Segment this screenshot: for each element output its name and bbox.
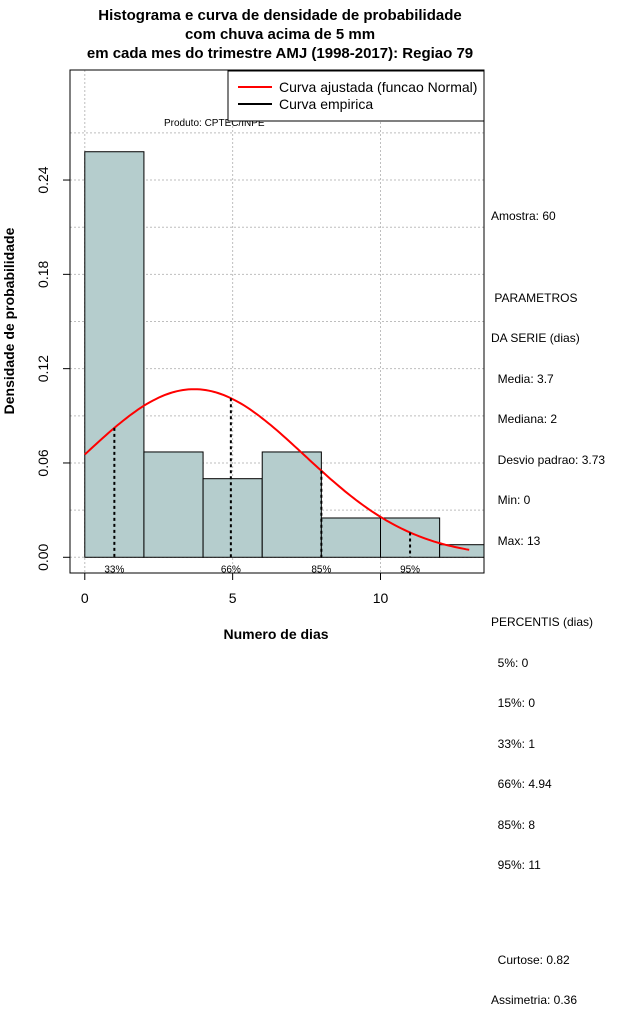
percentile-label-0: 33%	[104, 564, 124, 575]
sample-size: Amostra: 60	[491, 209, 556, 223]
product-label: Produto: CPTEC/INPE	[164, 118, 265, 129]
title-line-1: Histograma e curva de densidade de proba…	[98, 7, 462, 24]
normal-curve-line	[84, 388, 470, 551]
chart-title: Histograma e curva de densidade de proba…	[0, 6, 560, 63]
percentile-label-1: 66%	[221, 564, 241, 575]
histogram-bar-4	[320, 517, 382, 558]
stats-panel: Amostra: 60 PARAMETROS DA SERIE (dias) M…	[491, 183, 605, 1021]
x-tick-label-1: 5	[229, 590, 237, 606]
x-tick-label-0: 0	[81, 590, 89, 606]
histogram-bar-1	[143, 451, 204, 558]
param-max: Max: 13	[491, 533, 541, 548]
histogram-chart: 33% 66% 85% 95% 0 5 10 0.00 0.06 0.12 0.18 0.24 Nume…	[1, 69, 485, 642]
y-tick-label-3: 0.18	[35, 261, 51, 288]
histogram-bar-3	[261, 451, 322, 558]
legend-label-empirical: Curva empirica	[279, 96, 373, 112]
legend-box	[227, 70, 485, 122]
percentil-85: 85%: 8	[491, 817, 536, 832]
param-min: Min: 0	[491, 493, 531, 507]
legend-label-normal: Curva ajustada (funcao Normal)	[279, 79, 477, 95]
params-header-2: DA SERIE (dias)	[491, 331, 580, 345]
y-tick-label-1: 0.06	[35, 449, 51, 476]
percentil-66: 66%: 4.94	[491, 777, 552, 791]
x-axis-title: Numero de dias	[223, 626, 328, 642]
y-tick-label-0: 0.00	[35, 543, 51, 570]
percentil-95: 95%: 11	[491, 858, 541, 872]
title-line-2: com chuva acima de 5 mm	[184, 26, 376, 43]
percentil-33: 33%: 1	[491, 736, 536, 751]
title-line-3: em cada mes do trimestre AMJ (1998-2017)…	[86, 45, 474, 62]
y-tick-label-2: 0.12	[35, 355, 51, 382]
percentil-5: 5%: 0	[491, 655, 529, 670]
percentis-header: PERCENTIS (dias)	[491, 615, 594, 629]
params-header-1: PARAMETROS	[491, 290, 578, 305]
param-mean: Media: 3.7	[491, 371, 554, 386]
param-median: Mediana: 2	[491, 412, 558, 426]
percentile-label-2: 85%	[311, 564, 331, 575]
y-axis-title: Densidade de probabilidade	[1, 227, 17, 414]
skewness: Assimetria: 0.36	[491, 993, 578, 1007]
x-tick-label-2: 10	[373, 590, 389, 606]
param-sd: Desvio padrao: 3.73	[491, 452, 606, 467]
kurtosis: Curtose: 0.82	[491, 952, 570, 967]
percentile-label-3: 95%	[400, 564, 420, 575]
histogram-bar-6	[439, 544, 485, 558]
percentil-15: 15%: 0	[491, 696, 536, 710]
y-tick-label-4: 0.24	[35, 166, 51, 193]
histogram-bar-2	[202, 478, 263, 558]
